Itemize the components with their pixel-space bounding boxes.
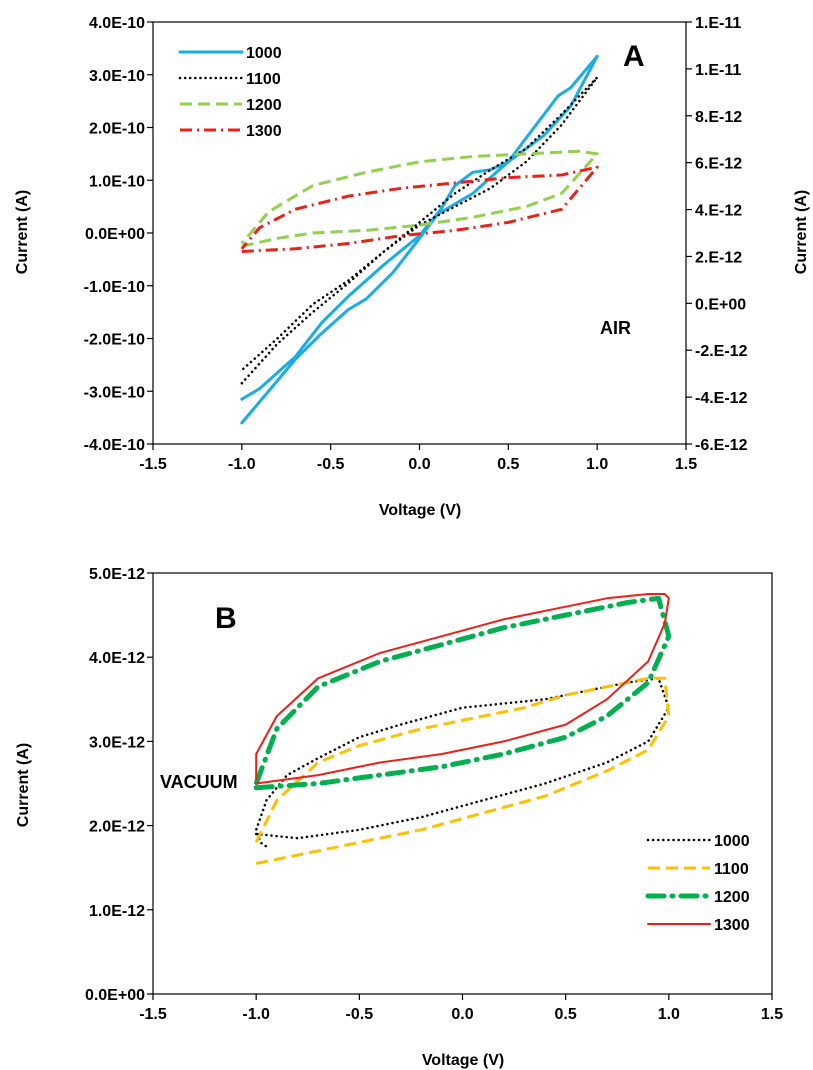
x-tick-label: -0.5 bbox=[346, 1006, 374, 1023]
y-tick-label: 5.0E-12 bbox=[89, 566, 145, 583]
y-tick-label: -3.0E-10 bbox=[84, 384, 145, 401]
y-tick-label: 0.0E+00 bbox=[85, 226, 145, 243]
x-tick-label: 0.5 bbox=[555, 1006, 577, 1023]
y2-tick-label: 6.E-12 bbox=[695, 156, 742, 173]
series-line-1200 bbox=[253, 595, 672, 791]
series-line-1300 bbox=[255, 593, 670, 785]
chart-b-y-axis-title: Current (A) bbox=[15, 743, 32, 827]
chart-b-x-ticks: -1.5 -1.0 -0.5 0.0 0.5 1.0 1.5 bbox=[139, 994, 783, 1023]
chart-b-y-ticks: 5.0E-12 4.0E-12 3.0E-12 2.0E-12 1.0E-12 0.0E+… bbox=[85, 566, 153, 1004]
chart-a-panel-label: A bbox=[623, 40, 645, 73]
chart-a-y2-axis-title: Current (A) bbox=[793, 190, 810, 274]
series-line-1100 bbox=[254, 676, 671, 865]
y2-tick-label: -6.E-12 bbox=[695, 437, 748, 454]
y2-tick-label: -2.E-12 bbox=[695, 343, 748, 360]
chart-b-annotation: VACUUM bbox=[160, 772, 238, 792]
chart-a-x-axis-title: Voltage (V) bbox=[379, 502, 461, 519]
chart-a-legend: 1000 1100 1200 1300 bbox=[178, 45, 282, 140]
chart-a: -1.5 -1.0 -0.5 0.0 0.5 1.0 1.5 4.0E-10 3.0E-10 2… bbox=[14, 15, 810, 519]
x-tick-label: 1.0 bbox=[658, 1006, 680, 1023]
x-tick-label: 0.0 bbox=[451, 1006, 473, 1023]
chart-a-y2-ticks: 1.E-11 1.E-11 8.E-12 6.E-12 4.E-12 2.E-12 0.E+… bbox=[686, 15, 748, 454]
x-tick-label: 0.5 bbox=[497, 456, 519, 473]
y-tick-label: 0.0E+00 bbox=[85, 987, 145, 1004]
legend-label-1200: 1200 bbox=[246, 97, 282, 114]
y2-tick-label: 0.E+00 bbox=[695, 296, 746, 313]
series-line-1200 bbox=[240, 149, 599, 248]
y-tick-label: 1.0E-10 bbox=[89, 173, 145, 190]
x-tick-label: 0.0 bbox=[408, 456, 430, 473]
legend-label-1200: 1200 bbox=[714, 889, 750, 906]
chart-a-series bbox=[240, 54, 599, 425]
y-tick-label: 2.0E-12 bbox=[89, 819, 145, 836]
legend-label-1100: 1100 bbox=[714, 861, 749, 878]
y-tick-label: 3.0E-12 bbox=[89, 734, 145, 751]
y2-tick-label: -4.E-12 bbox=[695, 390, 748, 407]
y2-tick-label: 4.E-12 bbox=[695, 203, 742, 220]
x-tick-label: -1.0 bbox=[228, 456, 256, 473]
chart-a-annotation: AIR bbox=[600, 318, 631, 338]
y-tick-label: -1.0E-10 bbox=[84, 279, 145, 296]
x-tick-label: 1.5 bbox=[761, 1006, 783, 1023]
chart-b: -1.5 -1.0 -0.5 0.0 0.5 1.0 1.5 5.0E-12 4.0E-12 3… bbox=[15, 566, 783, 1069]
y-tick-label: 3.0E-10 bbox=[89, 68, 145, 85]
y2-tick-label: 8.E-12 bbox=[695, 109, 742, 126]
chart-a-x-ticks: -1.5 -1.0 -0.5 0.0 0.5 1.0 1.5 bbox=[139, 444, 697, 473]
x-tick-label: -1.5 bbox=[139, 1006, 167, 1023]
legend-label-1300: 1300 bbox=[246, 123, 282, 140]
series-line-1300 bbox=[240, 165, 599, 253]
legend-label-1000: 1000 bbox=[246, 45, 282, 62]
y2-tick-label: 2.E-12 bbox=[695, 249, 742, 266]
y2-tick-label: 1.E-11 bbox=[695, 15, 741, 32]
y-tick-label: -2.0E-10 bbox=[84, 332, 145, 349]
x-tick-label: -0.5 bbox=[317, 456, 345, 473]
chart-b-plot-frame bbox=[152, 572, 773, 995]
chart-b-x-axis-title: Voltage (V) bbox=[422, 1052, 504, 1069]
x-tick-label: 1.5 bbox=[675, 456, 697, 473]
chart-a-y-ticks: 4.0E-10 3.0E-10 2.0E-10 1.0E-10 0.0E+00 -1.0E… bbox=[84, 15, 153, 454]
series-line-1100 bbox=[240, 76, 599, 385]
chart-b-panel-label: B bbox=[215, 602, 237, 635]
chart-b-legend: 1000 1100 1200 1300 bbox=[645, 833, 750, 934]
y-tick-label: -4.0E-10 bbox=[84, 437, 145, 454]
legend-label-1000: 1000 bbox=[714, 833, 750, 850]
legend-label-1300: 1300 bbox=[714, 917, 750, 934]
y-tick-label: 4.0E-10 bbox=[89, 15, 145, 32]
y-tick-label: 1.0E-12 bbox=[89, 903, 145, 920]
y-tick-label: 4.0E-12 bbox=[89, 650, 145, 667]
y2-tick-label: 1.E-11 bbox=[695, 62, 741, 79]
x-tick-label: 1.0 bbox=[586, 456, 608, 473]
y-tick-label: 2.0E-10 bbox=[89, 121, 145, 138]
legend-label-1100: 1100 bbox=[246, 71, 281, 88]
chart-a-y-axis-title: Current (A) bbox=[14, 190, 31, 274]
series-line-1000 bbox=[240, 54, 599, 425]
x-tick-label: -1.0 bbox=[242, 1006, 270, 1023]
chart-b-series bbox=[253, 593, 672, 865]
x-tick-label: -1.5 bbox=[139, 456, 167, 473]
